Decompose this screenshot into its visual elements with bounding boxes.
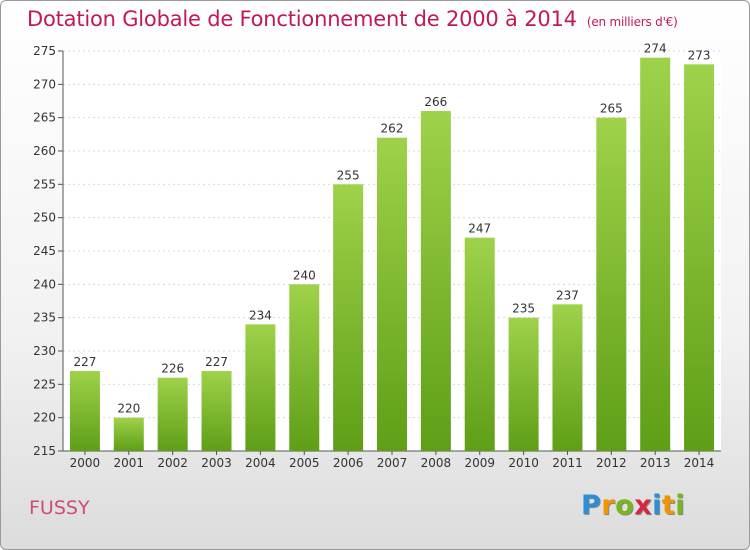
value-label-2001: 220: [117, 402, 140, 416]
value-label-2014: 273: [688, 48, 711, 62]
x-tick-label-2001: 2001: [114, 456, 145, 470]
x-tick-label-2007: 2007: [377, 456, 408, 470]
logo-letter: t: [661, 490, 676, 521]
bar-2013: [640, 57, 671, 452]
x-tick-label-2010: 2010: [508, 456, 539, 470]
y-tick-label: 235: [33, 311, 56, 325]
y-tick-label: 245: [33, 244, 56, 258]
y-tick-label: 270: [33, 77, 56, 91]
proxiti-logo[interactable]: Proxiti: [581, 490, 685, 521]
logo-letter: r: [601, 490, 616, 521]
value-label-2008: 266: [424, 95, 447, 109]
bar-2004: [245, 324, 276, 451]
logo-letter: x: [634, 490, 653, 521]
bar-2001: [113, 417, 144, 451]
value-label-2009: 247: [468, 222, 491, 236]
y-tick-label: 225: [33, 377, 56, 391]
bar-2005: [289, 284, 320, 451]
value-label-2006: 255: [337, 168, 360, 182]
x-tick-label-2014: 2014: [684, 456, 715, 470]
y-tick-label: 275: [33, 44, 56, 58]
y-tick-label: 230: [33, 344, 56, 358]
bar-2007: [377, 137, 407, 451]
value-label-2010: 235: [512, 302, 535, 316]
y-tick-label: 255: [33, 177, 56, 191]
x-tick-label-2013: 2013: [640, 456, 671, 470]
value-label-2003: 227: [205, 355, 228, 369]
x-tick-label-2009: 2009: [464, 456, 495, 470]
value-label-2007: 262: [381, 122, 404, 136]
y-tick-label: 215: [33, 444, 56, 458]
x-tick-label-2006: 2006: [333, 456, 364, 470]
x-tick-label-2004: 2004: [245, 456, 276, 470]
y-tick-label: 240: [33, 277, 56, 291]
logo-letter: i: [652, 490, 662, 521]
x-tick-label-2005: 2005: [289, 456, 320, 470]
bar-2011: [552, 304, 583, 451]
bar-2014: [684, 64, 715, 452]
x-tick-label-2008: 2008: [421, 456, 452, 470]
bar-2010: [508, 317, 539, 451]
logo-letter: i: [675, 490, 686, 521]
chart-title: Dotation Globale de Fonctionnement de 20…: [27, 7, 678, 31]
x-tick-label-2002: 2002: [157, 456, 188, 470]
value-label-2004: 234: [249, 308, 272, 322]
bar-2006: [333, 184, 364, 452]
value-label-2013: 274: [644, 42, 667, 56]
chart-subtitle: (en milliers d'€): [586, 15, 678, 29]
x-tick-label-2011: 2011: [552, 456, 583, 470]
bar-2009: [464, 237, 495, 451]
value-label-2002: 226: [161, 362, 184, 376]
commune-name: FUSSY: [29, 497, 90, 519]
logo-letter: o: [615, 490, 635, 521]
value-label-2011: 237: [556, 288, 579, 302]
value-label-2012: 265: [600, 102, 623, 116]
bar-2003: [201, 371, 232, 451]
bar-2008: [420, 111, 451, 451]
y-tick-label: 265: [33, 111, 56, 125]
bar-2000: [69, 371, 100, 451]
chart-title-text: Dotation Globale de Fonctionnement de 20…: [27, 7, 577, 31]
x-tick-label-2000: 2000: [70, 456, 101, 470]
x-tick-label-2012: 2012: [596, 456, 627, 470]
x-tick-label-2003: 2003: [201, 456, 232, 470]
label-layer: 227 220 226 227 234 240 255 262 266 247 235 237 265 2…: [73, 42, 710, 416]
bar-2002: [157, 377, 188, 451]
y-tick-label: 220: [33, 411, 56, 425]
bar-layer: [69, 57, 715, 452]
axis-layer: 215 220 225 230 235 240 245 250 255 260 265 270 275 2…: [33, 44, 721, 470]
y-tick-label: 250: [33, 211, 56, 225]
bar-2012: [596, 117, 627, 452]
value-label-2000: 227: [73, 355, 96, 369]
value-label-2005: 240: [293, 268, 316, 282]
y-tick-label: 260: [33, 144, 56, 158]
logo-letter: P: [581, 490, 602, 521]
